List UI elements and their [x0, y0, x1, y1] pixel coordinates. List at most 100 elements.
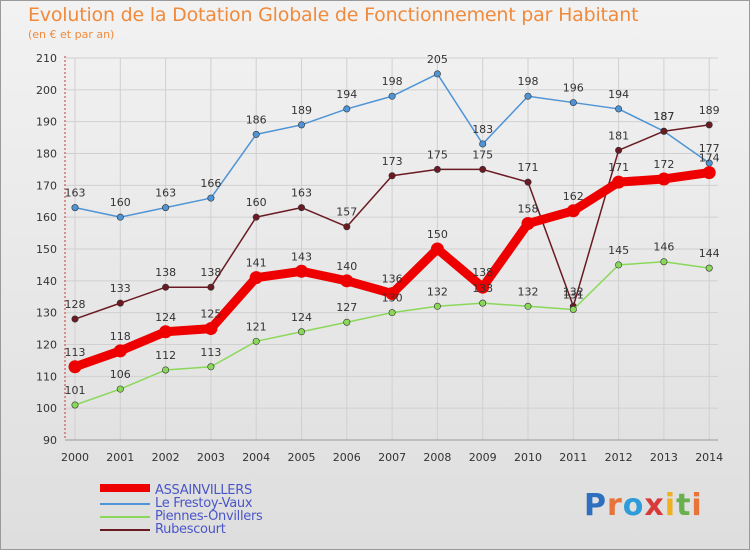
data-label: 124 [155, 311, 176, 324]
y-tick-label: 170 [36, 179, 57, 192]
data-point [476, 280, 490, 294]
data-label: 133 [472, 282, 493, 295]
data-label: 131 [563, 288, 584, 301]
data-point [385, 287, 399, 301]
data-point [68, 360, 82, 374]
data-label: 138 [200, 266, 221, 279]
data-point [524, 92, 532, 100]
logo-letter: t [676, 488, 692, 523]
data-point [113, 344, 127, 358]
data-label: 132 [518, 285, 539, 298]
x-tick-label: 2012 [605, 451, 633, 464]
logo-letter: P [584, 488, 607, 523]
x-tick-label: 2006 [333, 451, 361, 464]
proxiti-logo: Proxiti [584, 488, 703, 523]
data-label: 136 [382, 273, 403, 286]
data-label: 127 [336, 301, 357, 314]
legend-label-assainvillers: ASSAINVILLERS [155, 483, 252, 498]
y-tick-label: 90 [43, 434, 57, 447]
y-tick-label: 130 [36, 307, 57, 320]
legend-label-le-frestoy-vaux: Le Frestoy-Vaux [155, 496, 253, 511]
data-point [524, 302, 532, 310]
data-label: 171 [608, 161, 629, 174]
y-tick-label: 120 [36, 339, 57, 352]
data-label: 106 [110, 368, 131, 381]
data-label: 133 [110, 282, 131, 295]
data-point [705, 121, 713, 129]
data-label: 144 [699, 247, 720, 260]
data-point [249, 271, 263, 285]
data-point [297, 121, 305, 129]
data-point [207, 194, 215, 202]
data-label: 175 [427, 148, 448, 161]
data-label: 112 [155, 349, 176, 362]
data-point [71, 401, 79, 409]
data-point [252, 130, 260, 138]
logo-letter: i [664, 488, 677, 523]
legend-label-piennes-onvillers: Piennes-Onvillers [155, 509, 263, 524]
y-tick-label: 190 [36, 116, 57, 129]
data-label: 189 [699, 104, 720, 117]
data-point [524, 178, 532, 186]
data-point [71, 204, 79, 212]
data-point [252, 213, 260, 221]
data-point [71, 315, 79, 323]
data-point [657, 172, 671, 186]
data-label: 157 [336, 206, 357, 219]
data-point [388, 92, 396, 100]
data-point [159, 325, 173, 339]
data-point [702, 166, 716, 180]
x-tick-label: 2009 [469, 451, 497, 464]
data-point [660, 127, 668, 135]
data-label: 189 [291, 104, 312, 117]
data-label: 196 [563, 82, 584, 95]
x-tick-label: 2013 [650, 451, 678, 464]
legend-swatch-le-frestoy-vaux [100, 503, 150, 505]
data-label: 172 [653, 158, 674, 171]
y-tick-label: 210 [36, 52, 57, 65]
data-label: 198 [382, 75, 403, 88]
data-label: 138 [155, 266, 176, 279]
logo-letter: x [644, 488, 665, 523]
data-label: 163 [155, 187, 176, 200]
data-point [430, 242, 444, 256]
data-point [612, 175, 626, 189]
data-point [343, 105, 351, 113]
x-tick-label: 2000 [61, 451, 89, 464]
data-point [340, 274, 354, 288]
data-label: 174 [699, 152, 720, 165]
data-label: 194 [336, 88, 357, 101]
data-label: 118 [110, 330, 131, 343]
data-point [162, 283, 170, 291]
logo-letter: o [622, 488, 645, 523]
x-tick-label: 2001 [106, 451, 134, 464]
data-label: 132 [427, 285, 448, 298]
x-tick-label: 2004 [242, 451, 270, 464]
data-point [479, 140, 487, 148]
data-point [252, 337, 260, 345]
data-point [116, 385, 124, 393]
y-tick-label: 150 [36, 243, 57, 256]
data-point [297, 204, 305, 212]
data-label: 166 [200, 177, 221, 190]
data-label: 158 [518, 203, 539, 216]
x-tick-label: 2007 [378, 451, 406, 464]
y-tick-label: 100 [36, 402, 57, 415]
data-point [705, 264, 713, 272]
data-label: 128 [65, 298, 86, 311]
data-label: 198 [518, 75, 539, 88]
data-point [388, 309, 396, 317]
chart-subtitle: (en € et par an) [28, 28, 115, 41]
legend-swatch-piennes-onvillers [100, 516, 150, 518]
data-point [116, 213, 124, 221]
data-label: 187 [653, 110, 674, 123]
data-label: 181 [608, 129, 629, 142]
data-label: 186 [246, 113, 267, 126]
data-point [343, 318, 351, 326]
data-label: 138 [472, 266, 493, 279]
data-label: 177 [699, 142, 720, 155]
data-label: 173 [382, 155, 403, 168]
data-label: 143 [291, 250, 312, 263]
data-label: 124 [291, 311, 312, 324]
